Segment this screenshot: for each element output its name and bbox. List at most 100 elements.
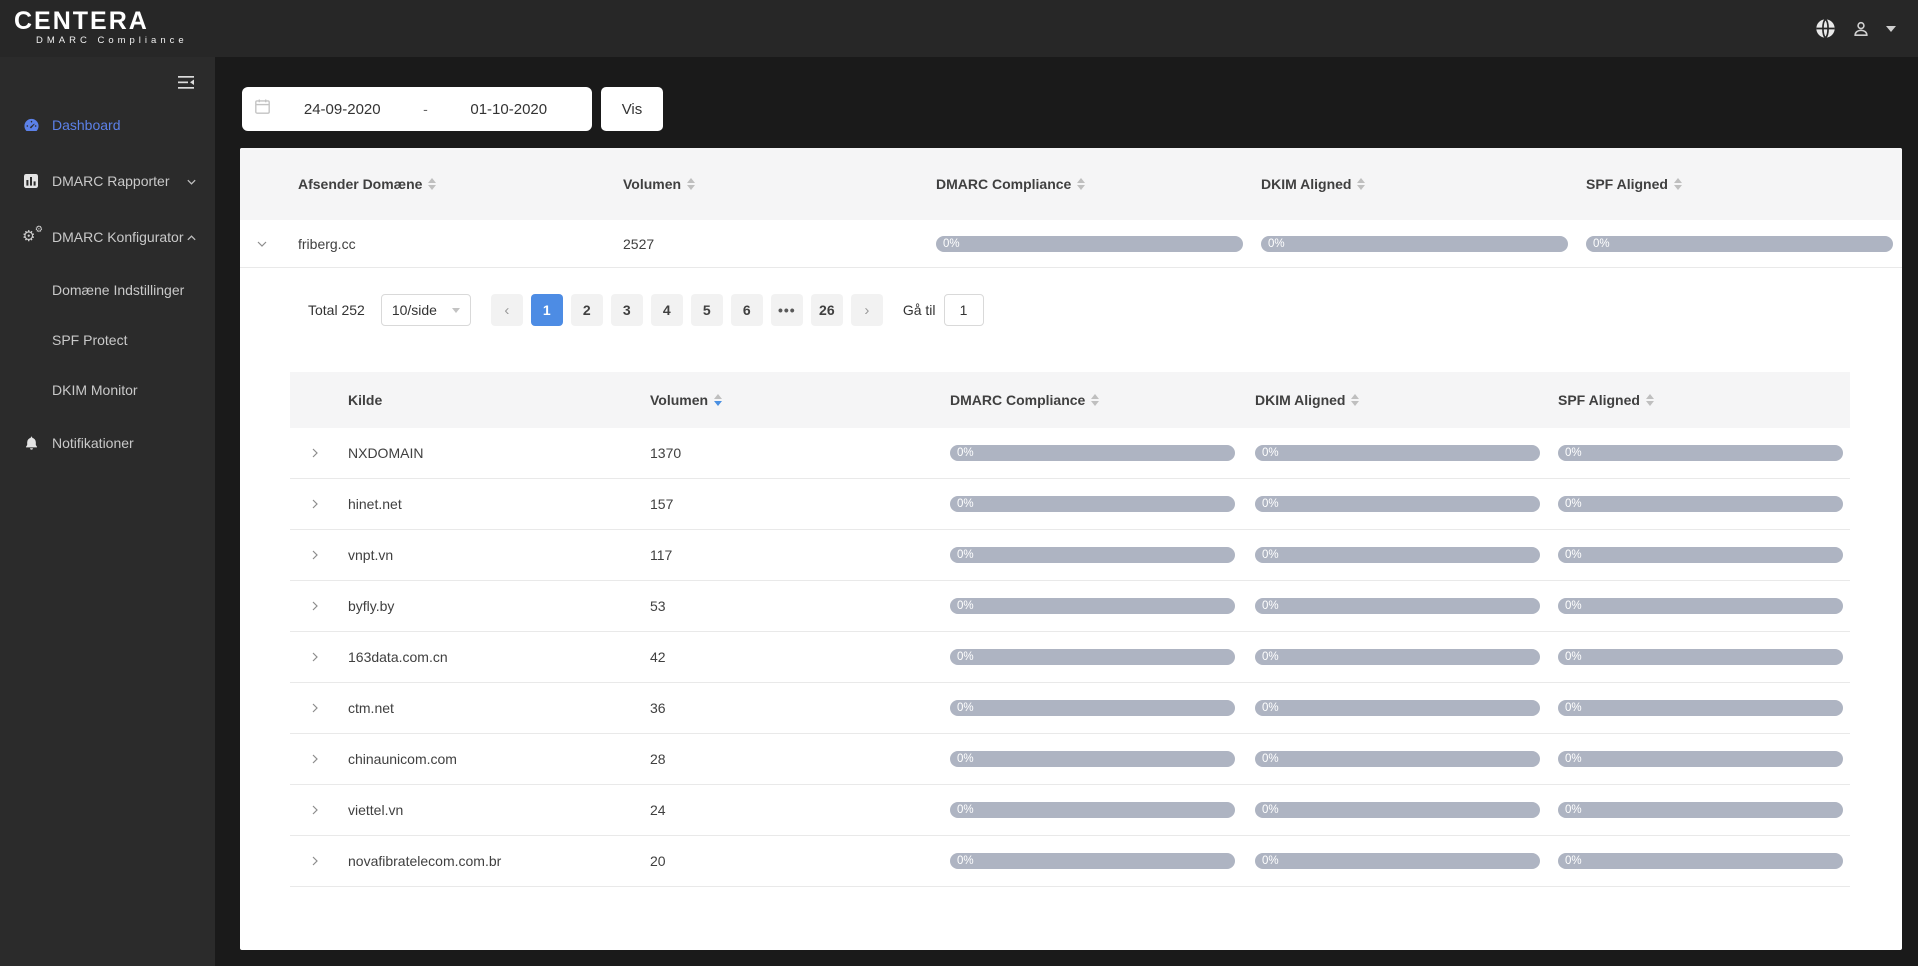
column-header[interactable]: DKIM Aligned	[1255, 392, 1360, 408]
bell-icon	[22, 435, 40, 451]
spf-progress-bar: 0%	[1586, 235, 1893, 252]
expand-row-icon[interactable]	[309, 549, 321, 561]
date-range-picker[interactable]: 24-09-2020 - 01-10-2020	[242, 87, 592, 131]
dkim-progress-bar: 0%	[1255, 496, 1540, 512]
sidebar-item-dmarc-rapporter[interactable]: DMARC Rapporter	[0, 153, 215, 209]
dmarc-progress-bar: 0%	[936, 235, 1243, 252]
page-button-2[interactable]: 2	[570, 294, 603, 326]
spf-progress-bar: 0%	[1558, 853, 1843, 869]
page-button-6[interactable]: 6	[730, 294, 763, 326]
spf-progress-bar: 0%	[1558, 496, 1843, 512]
domain-cell: vnpt.vn	[348, 547, 394, 563]
sidebar-item-domaene-indstillinger[interactable]: Domæne Indstillinger	[0, 265, 215, 315]
expand-row-icon[interactable]	[256, 238, 268, 250]
volume-cell: 157	[650, 496, 674, 512]
expand-row-icon[interactable]	[309, 753, 321, 765]
spf-progress-bar: 0%	[1558, 445, 1843, 461]
sidebar-item-dmarc-konfigurator[interactable]: ⚙ ⚙ DMARC Konfigurator	[0, 209, 215, 265]
source-table: Kilde Volumen DMARC Compliance DKIM Aligned…	[290, 372, 1850, 887]
table-row: chinaunicom.com 28 0% 0% 0%	[290, 734, 1850, 785]
dmarc-progress-bar: 0%	[950, 802, 1235, 818]
date-to-input[interactable]: 01-10-2020	[470, 100, 548, 118]
sidebar-item-notifikationer[interactable]: Notifikationer	[0, 415, 215, 471]
expand-row-icon[interactable]	[309, 855, 321, 867]
domain-cell: byfly.by	[348, 598, 395, 614]
sidebar-item-label: SPF Protect	[52, 332, 128, 348]
column-header[interactable]: DKIM Aligned	[1261, 176, 1366, 192]
domain-cell: hinet.net	[348, 496, 402, 512]
caret-down-icon[interactable]	[1886, 25, 1896, 32]
prev-page-button[interactable]: ‹	[490, 294, 523, 326]
expand-row-icon[interactable]	[309, 600, 321, 612]
spf-progress-bar: 0%	[1558, 598, 1843, 614]
column-header[interactable]: Volumen	[623, 176, 696, 192]
page-button-5[interactable]: 5	[690, 294, 723, 326]
sidebar-item-label: Notifikationer	[52, 435, 134, 451]
table-row: viettel.vn 24 0% 0% 0%	[290, 785, 1850, 836]
column-header[interactable]: SPF Aligned	[1586, 176, 1682, 192]
dmarc-progress-bar: 0%	[950, 649, 1235, 665]
page-button-26[interactable]: 26	[810, 294, 843, 326]
volume-cell: 2527	[623, 235, 655, 252]
dmarc-progress-bar: 0%	[950, 547, 1235, 563]
column-header[interactable]: Kilde	[348, 392, 383, 408]
dmarc-progress-bar: 0%	[950, 598, 1235, 614]
sidebar-item-label: DMARC Konfigurator	[52, 229, 184, 245]
sort-icon	[1351, 394, 1360, 406]
date-from-input[interactable]: 24-09-2020	[303, 100, 381, 118]
sort-icon	[714, 394, 723, 406]
sidebar-item-dkim-monitor[interactable]: DKIM Monitor	[0, 365, 215, 415]
vis-button[interactable]: Vis	[601, 87, 663, 131]
dmarc-progress-bar: 0%	[950, 496, 1235, 512]
page-button-4[interactable]: 4	[650, 294, 683, 326]
gear-icon: ⚙ ⚙	[22, 224, 43, 245]
table-row: hinet.net 157 0% 0% 0%	[290, 479, 1850, 530]
main-content: 24-09-2020 - 01-10-2020 Vis Afsender Dom…	[215, 57, 1918, 966]
menu-fold-icon[interactable]	[177, 75, 195, 95]
page-ellipsis-button[interactable]: •••	[770, 294, 803, 326]
brand-logo[interactable]: CENTERA DMARC Compliance	[14, 8, 188, 46]
expand-row-icon[interactable]	[309, 804, 321, 816]
goto-page-label: Gå til	[902, 302, 936, 318]
next-page-button[interactable]: ›	[850, 294, 883, 326]
column-header[interactable]: Volumen	[650, 392, 723, 408]
dkim-progress-bar: 0%	[1261, 235, 1568, 252]
sort-icon	[1645, 394, 1654, 406]
sidebar-item-dashboard[interactable]: Dashboard	[0, 97, 215, 153]
domain-cell: NXDOMAIN	[348, 445, 424, 461]
sort-icon	[1091, 394, 1100, 406]
expand-row-icon[interactable]	[309, 702, 321, 714]
dmarc-progress-bar: 0%	[950, 751, 1235, 767]
expand-row-icon[interactable]	[309, 498, 321, 510]
table-row: NXDOMAIN 1370 0% 0% 0%	[290, 428, 1850, 479]
source-table-body: NXDOMAIN 1370 0% 0% 0% hinet.net 157 0% 0% 0% vnpt…	[290, 428, 1850, 887]
globe-icon[interactable]	[1815, 18, 1836, 39]
expand-row-icon[interactable]	[309, 651, 321, 663]
column-header[interactable]: SPF Aligned	[1558, 392, 1654, 408]
page-button-3[interactable]: 3	[610, 294, 643, 326]
table-row: ctm.net 36 0% 0% 0%	[290, 683, 1850, 734]
chevron-up-icon	[186, 233, 196, 242]
page-size-select[interactable]: 10/side	[380, 294, 471, 326]
pagination-pages: ‹ 1 2 3 4 5 6 ••• 26 ›	[490, 294, 883, 326]
volume-cell: 42	[650, 649, 666, 665]
column-header[interactable]: DMARC Compliance	[936, 176, 1086, 192]
sort-icon	[1357, 178, 1366, 190]
chevron-down-icon	[186, 177, 196, 186]
dashboard-icon	[22, 117, 40, 134]
page-button-1[interactable]: 1	[530, 294, 563, 326]
column-header[interactable]: Afsender Domæne	[298, 176, 437, 192]
volume-cell: 1370	[650, 445, 682, 461]
sidebar-item-spf-protect[interactable]: SPF Protect	[0, 315, 215, 365]
bar-chart-icon	[22, 173, 40, 189]
dkim-progress-bar: 0%	[1255, 700, 1540, 716]
source-table-header: Kilde Volumen DMARC Compliance DKIM Aligned…	[290, 372, 1850, 428]
topbar-actions	[1815, 0, 1896, 57]
column-header[interactable]: DMARC Compliance	[950, 392, 1100, 408]
goto-page-input[interactable]	[943, 294, 984, 326]
volume-cell: 24	[650, 802, 666, 818]
table-row: byfly.by 53 0% 0% 0%	[290, 581, 1850, 632]
user-icon[interactable]	[1852, 20, 1870, 38]
chevron-down-icon	[451, 307, 460, 313]
expand-row-icon[interactable]	[309, 447, 321, 459]
